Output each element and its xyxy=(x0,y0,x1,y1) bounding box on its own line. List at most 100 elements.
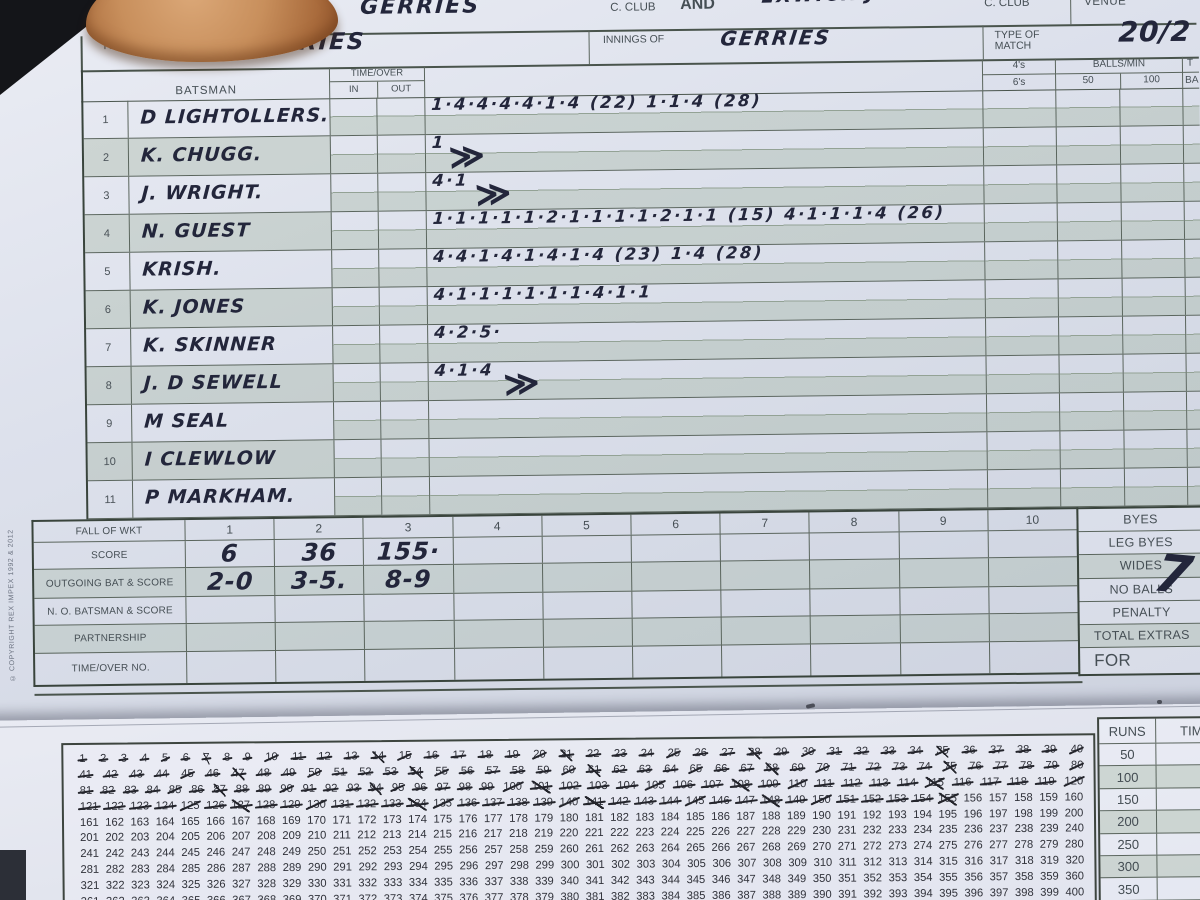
tally-number-struck: 16 xyxy=(426,749,439,765)
tally-number: 255 xyxy=(433,844,453,857)
tally-number-struck: 103 xyxy=(589,779,608,795)
tally-number: 267 xyxy=(736,841,756,855)
tally-number: 348 xyxy=(762,873,782,886)
tally-number: 278 xyxy=(1014,839,1034,852)
tally-number: 344 xyxy=(661,874,681,887)
tally-number: 239 xyxy=(1039,823,1059,836)
tally-number: 258 xyxy=(509,844,529,857)
tally-number: 233 xyxy=(888,824,908,837)
tally-number: 174 xyxy=(408,813,427,826)
tally-number: 169 xyxy=(281,814,301,827)
tally-number: 250 xyxy=(307,845,327,859)
tally-number: 226 xyxy=(711,826,731,839)
tally-number: 179 xyxy=(534,812,554,825)
milestone-row: 50 xyxy=(1099,742,1200,767)
tally-number: 257 xyxy=(484,844,504,857)
tally-number-struck: 107 xyxy=(703,778,722,794)
tally-number-struck: 29 xyxy=(775,745,788,761)
tally-number-struck: 68 xyxy=(766,761,779,777)
tally-number: 194 xyxy=(913,808,932,821)
tally-number: 261 xyxy=(585,843,605,856)
tally-number: 391 xyxy=(838,888,857,900)
milestone-time xyxy=(1157,855,1200,877)
tally-number: 336 xyxy=(459,876,479,889)
tally-number: 170 xyxy=(307,814,326,827)
tally-number-struck: 96 xyxy=(414,780,427,796)
tally-number-struck: 114 xyxy=(898,776,916,792)
tally-number-struck: 134 xyxy=(408,796,427,812)
tally-number: 254 xyxy=(408,845,428,858)
tally-number: 244 xyxy=(155,847,175,860)
tally-number-struck: 102 xyxy=(560,779,579,795)
tally-number-struck: 37 xyxy=(990,743,1003,759)
tally-number: 168 xyxy=(256,814,276,827)
tally-number-struck: 142 xyxy=(610,794,629,810)
tally-number: 271 xyxy=(837,840,857,854)
tally-number: 288 xyxy=(257,862,277,875)
tally-number-struck: 97 xyxy=(436,780,449,796)
tally-number-struck: 62 xyxy=(613,763,626,779)
tally-number-struck: 10 xyxy=(265,750,278,766)
tally-number: 361 xyxy=(81,895,100,900)
tally-number-struck: 87 xyxy=(213,782,226,798)
tally-number-struck: 140 xyxy=(560,795,579,811)
tally-number-struck: 41 xyxy=(79,768,92,784)
tally-number-struck: 86 xyxy=(191,783,204,799)
tally-number-struck: 90 xyxy=(280,782,293,798)
tally-number-struck: 111 xyxy=(816,777,833,793)
tally-number: 328 xyxy=(257,878,277,891)
tally-number: 394 xyxy=(913,887,933,900)
tally-number-struck: 45 xyxy=(181,767,194,783)
tally-number-struck: 137 xyxy=(484,796,503,812)
tally-number: 307 xyxy=(737,857,757,870)
tally-number: 182 xyxy=(610,811,629,824)
tally-number: 216 xyxy=(458,828,478,841)
tally-number: 290 xyxy=(307,861,327,875)
tally-number: 289 xyxy=(282,862,302,875)
tally-number-struck: 22 xyxy=(587,747,600,763)
tally-number-struck: 76 xyxy=(969,759,982,775)
tally-number-struck: 54 xyxy=(410,765,423,781)
tally-number-struck: 38 xyxy=(1017,743,1030,759)
tally-number: 217 xyxy=(483,828,503,841)
tally-number-struck: 119 xyxy=(1037,774,1055,790)
tally-number-struck: 5 xyxy=(162,751,168,767)
tally-number: 334 xyxy=(408,876,428,889)
tally-number: 268 xyxy=(761,841,781,854)
tally-number: 383 xyxy=(636,890,655,900)
milestone-runs: 300 xyxy=(1100,855,1158,878)
tally-number-struck: 20 xyxy=(533,748,546,764)
tally-number-struck: 131 xyxy=(332,797,351,813)
tally-number-struck: 31 xyxy=(829,745,842,761)
tally-number: 162 xyxy=(105,816,124,829)
tally-number: 221 xyxy=(584,827,604,840)
tally-number-struck: 79 xyxy=(1045,758,1058,774)
tally-number-struck: 40 xyxy=(1071,742,1084,758)
tally-number: 376 xyxy=(459,892,479,900)
tally-number: 315 xyxy=(939,855,958,868)
tally-number-struck: 138 xyxy=(509,795,528,811)
tally-number: 367 xyxy=(232,893,251,900)
tally-number-struck: 57 xyxy=(486,764,499,780)
tally-number: 223 xyxy=(635,826,655,840)
tally-number-struck: 101 xyxy=(532,779,551,795)
tally-number-struck: 81 xyxy=(80,784,93,800)
tally-number: 365 xyxy=(182,894,201,900)
tally-number: 329 xyxy=(282,877,302,891)
tally-number: 166 xyxy=(206,815,225,828)
runs-time-table: RUNS TIME 50 100 150 200 250 300 350 xyxy=(1097,715,1200,900)
tally-number: 224 xyxy=(660,826,680,839)
tally-number-struck: 17 xyxy=(453,748,466,764)
tally-number: 377 xyxy=(484,891,504,900)
tally-number: 201 xyxy=(80,832,99,845)
tally-number-struck: 24 xyxy=(641,746,654,762)
tally-number: 333 xyxy=(383,877,403,890)
milestone-row: 150 xyxy=(1099,787,1200,812)
tally-number-struck: 135 xyxy=(433,796,452,812)
tally-number: 385 xyxy=(686,890,706,900)
tally-number: 393 xyxy=(888,888,908,900)
tally-number: 390 xyxy=(812,888,832,900)
tally-number: 259 xyxy=(534,843,554,856)
tally-number: 247 xyxy=(231,846,251,859)
tally-number: 263 xyxy=(635,842,655,856)
